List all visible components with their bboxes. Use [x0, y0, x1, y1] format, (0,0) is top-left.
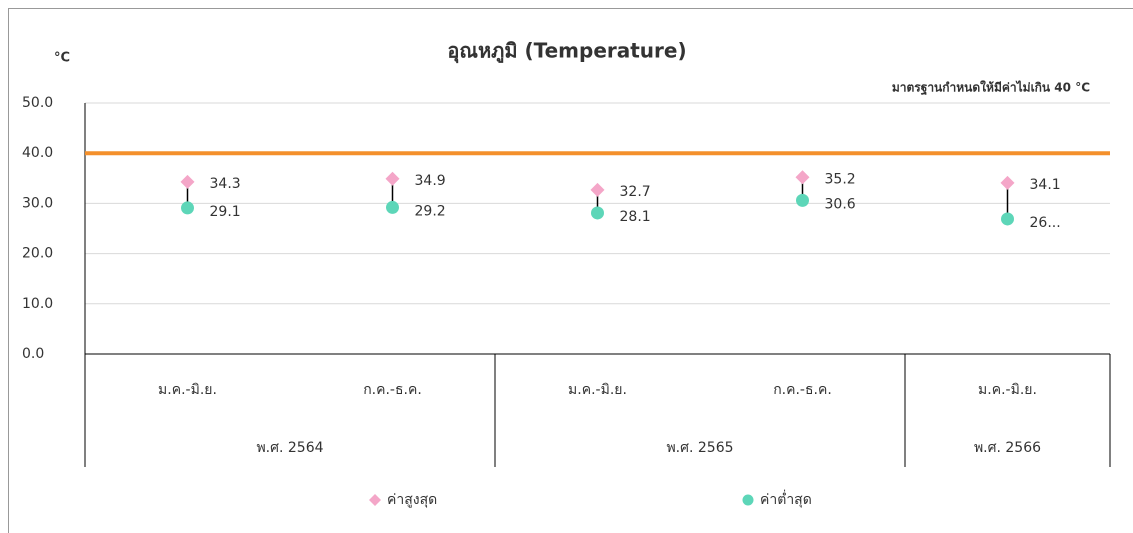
point [1000, 175, 1015, 190]
data-label: 28.1 [620, 209, 651, 225]
data-label: 26... [1030, 215, 1061, 231]
point [385, 171, 400, 186]
point [181, 201, 194, 215]
data-label: 30.6 [825, 196, 856, 212]
legend-label: ค่าต่ำสุด [760, 490, 812, 508]
x-tick-label: ม.ค.-มิ.ย. [568, 382, 627, 398]
x-tick-label: ก.ค.-ธ.ค. [363, 382, 422, 398]
point [1001, 212, 1014, 226]
data-label: 32.7 [620, 184, 651, 200]
x-tick-label: ก.ค.-ธ.ค. [773, 382, 832, 398]
chart-title: อุณหภูมิ (Temperature) [447, 39, 686, 65]
point [590, 182, 605, 197]
x-tick-label: ม.ค.-มิ.ย. [978, 382, 1037, 398]
data-label: 34.1 [1030, 177, 1061, 193]
point [180, 174, 195, 189]
annotation: มาตรฐานกำหนดให้มีค่าไม่เกิน 40 °C [892, 80, 1090, 96]
point [591, 206, 604, 220]
y-tick-label: 20.0 [22, 246, 53, 262]
point [386, 200, 399, 214]
y-unit: °C [54, 51, 70, 66]
data-label: 34.3 [210, 176, 241, 192]
legend-swatch [742, 494, 754, 506]
y-tick-label: 40.0 [22, 145, 53, 161]
data-label: 34.9 [415, 173, 446, 189]
data-label: 35.2 [825, 171, 856, 187]
point [796, 193, 809, 207]
y-tick-label: 0.0 [22, 346, 44, 362]
data-label: 29.1 [210, 204, 241, 220]
x-tick-label: ม.ค.-มิ.ย. [158, 382, 217, 398]
y-tick-label: 10.0 [22, 296, 53, 312]
group-label: พ.ศ. 2564 [256, 440, 323, 456]
y-tick-label: 50.0 [22, 95, 53, 111]
y-tick-label: 30.0 [22, 195, 53, 211]
point [795, 170, 810, 185]
group-label: พ.ศ. 2566 [974, 440, 1041, 456]
data-label: 29.2 [415, 203, 446, 219]
group-label: พ.ศ. 2565 [666, 440, 733, 456]
legend-label: ค่าสูงสุด [387, 492, 437, 508]
chart-frame [8, 8, 1133, 533]
legend-swatch [369, 494, 381, 506]
